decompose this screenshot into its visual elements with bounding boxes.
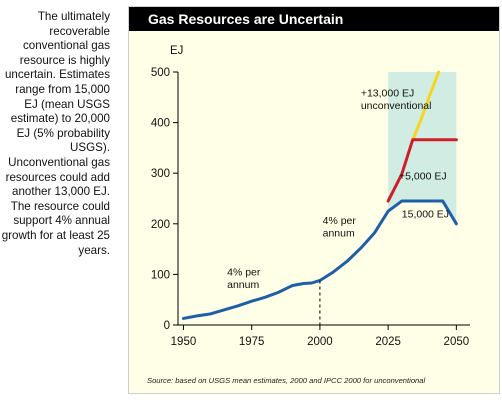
y-tick-label-100: 100	[151, 269, 170, 281]
series-lines	[181, 70, 458, 320]
x-tick-label-1950: 1950	[171, 336, 197, 348]
y-tick-labels: 0 100 200 300 400 500	[151, 67, 170, 332]
annotation-line: 15,000 EJ	[402, 209, 449, 221]
annotation-4: 15,000 EJ	[402, 209, 449, 221]
x-tick-label-1975: 1975	[239, 336, 265, 348]
y-tick-label-200: 200	[151, 219, 170, 231]
chart-title: Gas Resources are Uncertain	[129, 7, 499, 31]
y-tick-label-300: 300	[151, 168, 170, 180]
y-tick-label-500: 500	[151, 67, 170, 79]
y-ticks	[173, 71, 178, 326]
annotation-1: 4% per annum	[323, 215, 357, 240]
source-note: Source: based on USGS mean estimates, 20…	[147, 376, 426, 385]
x-tick-label-2050: 2050	[444, 336, 470, 348]
series-line-red	[386, 138, 458, 203]
annotation-line: 4% per	[227, 266, 261, 278]
series-line-base	[181, 199, 458, 320]
x-tick-label-2025: 2025	[375, 336, 401, 348]
series-line-yellow	[411, 70, 441, 142]
x-ticks: 1950 1975 2000 2025 2050	[171, 325, 469, 348]
y-tick-label-400: 400	[151, 118, 170, 130]
annotation-2: +13,000 EJ unconventional	[361, 87, 432, 112]
annotation-0: 4% per annum	[227, 266, 261, 291]
x-tick-label-2000: 2000	[307, 336, 333, 348]
side-description: The ultimately recoverable conventional …	[1, 10, 110, 257]
annotation-line: +13,000 EJ	[361, 87, 414, 99]
annotation-line: unconventional	[361, 100, 432, 112]
y-axis-label: EJ	[170, 45, 183, 57]
annotation-line: annum	[227, 279, 259, 291]
annotation-line: 4% per	[323, 215, 357, 227]
annotation-line: annum	[323, 227, 355, 239]
area-fill	[388, 72, 457, 224]
annotation-3: +5,000 EJ	[399, 170, 447, 182]
annotation-line: +5,000 EJ	[399, 170, 447, 182]
y-tick-label-0: 0	[164, 320, 170, 332]
